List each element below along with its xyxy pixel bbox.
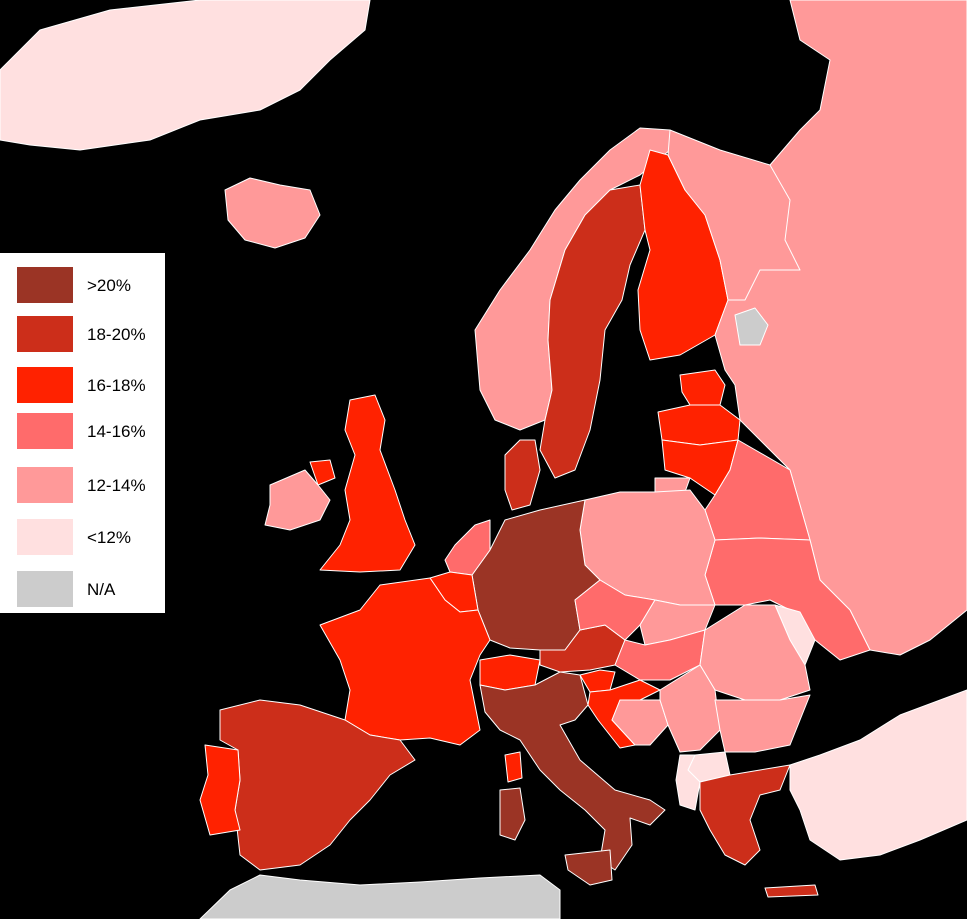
region-russia[interactable] <box>667 0 967 656</box>
region-karelia-na[interactable] <box>734 307 769 346</box>
region-slovenia[interactable] <box>579 669 616 693</box>
region-northern-ireland[interactable] <box>309 459 336 486</box>
region-latvia[interactable] <box>657 404 741 446</box>
legend-label: >20% <box>87 276 131 295</box>
legend: >20% 18-20% 16-18% 14-16% 12-14% <12% N/A <box>0 253 165 613</box>
region-iceland[interactable] <box>224 177 321 249</box>
region-crete[interactable] <box>764 884 819 898</box>
region-corsica[interactable] <box>504 751 523 783</box>
legend-swatch <box>17 413 73 449</box>
region-france[interactable] <box>319 577 491 746</box>
region-sardinia[interactable] <box>499 787 526 841</box>
region-denmark[interactable] <box>504 439 541 511</box>
legend-swatch <box>17 519 73 555</box>
region-portugal[interactable] <box>199 744 241 836</box>
region-sicily[interactable] <box>564 849 613 886</box>
region-bosnia[interactable] <box>611 699 669 746</box>
region-estonia[interactable] <box>679 369 726 406</box>
legend-swatch <box>17 367 73 403</box>
legend-item: 18-20% <box>17 316 165 352</box>
legend-swatch <box>17 267 73 303</box>
region-netherlands[interactable] <box>444 519 491 576</box>
region-italy[interactable] <box>479 671 666 871</box>
legend-label: <12% <box>87 528 131 547</box>
region-switzerland[interactable] <box>479 654 541 691</box>
region-sweden[interactable] <box>539 184 646 479</box>
region-north-africa[interactable] <box>199 874 561 919</box>
legend-label: 18-20% <box>87 325 146 344</box>
region-greenland[interactable] <box>0 0 371 151</box>
legend-label: 14-16% <box>87 422 146 441</box>
legend-swatch <box>17 316 73 352</box>
legend-item: 14-16% <box>17 413 165 449</box>
legend-swatch <box>17 571 73 607</box>
legend-item: >20% <box>17 267 165 303</box>
region-serbia[interactable] <box>659 664 721 753</box>
legend-swatch <box>17 467 73 503</box>
legend-item: <12% <box>17 519 165 555</box>
legend-label: 12-14% <box>87 476 146 495</box>
region-united-kingdom[interactable] <box>319 394 416 573</box>
region-ireland[interactable] <box>264 469 331 531</box>
legend-item: N/A <box>17 571 165 607</box>
region-turkey[interactable] <box>789 689 967 861</box>
legend-item: 12-14% <box>17 467 165 503</box>
legend-label: 16-18% <box>87 376 146 395</box>
region-albania[interactable] <box>675 754 701 811</box>
region-bulgaria[interactable] <box>714 694 811 753</box>
region-ukraine[interactable] <box>704 537 871 661</box>
legend-item: 16-18% <box>17 367 165 403</box>
legend-label: N/A <box>87 580 116 599</box>
region-greece[interactable] <box>699 764 791 866</box>
